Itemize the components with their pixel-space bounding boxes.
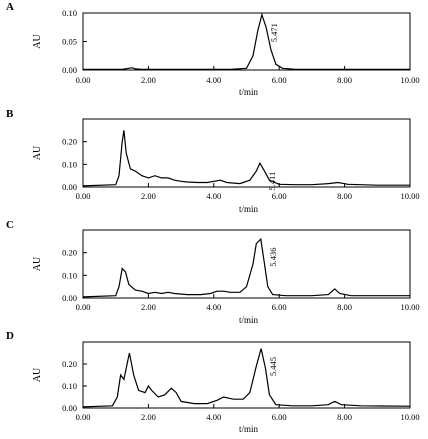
- x-tick-label: 0.00: [76, 412, 91, 422]
- y-tick-label: 0.00: [62, 403, 77, 413]
- x-tick-label: 10.00: [400, 75, 419, 85]
- x-tick-label: 10.00: [400, 302, 419, 312]
- chromatogram-trace: [82, 348, 411, 408]
- y-tick-label: 0.10: [62, 270, 77, 280]
- y-axis-label: AU: [32, 367, 43, 382]
- x-tick-label: 10.00: [400, 191, 419, 201]
- y-tick-label: 0.05: [62, 37, 77, 47]
- y-tick-label: 0.20: [62, 137, 77, 147]
- y-tick-label: 0.10: [62, 381, 77, 391]
- x-tick-label: 8.00: [337, 302, 352, 312]
- y-tick-label: 0.20: [62, 248, 77, 258]
- x-axis-label: t/min: [239, 204, 259, 214]
- x-tick-label: 2.00: [141, 412, 156, 422]
- x-tick-label: 4.00: [206, 191, 221, 201]
- x-tick-label: 2.00: [141, 302, 156, 312]
- panel-label: D: [6, 330, 14, 342]
- x-tick-label: 8.00: [337, 75, 352, 85]
- plot-frame: [82, 341, 411, 409]
- plot-frame: [82, 229, 411, 299]
- x-tick-label: 0.00: [76, 75, 91, 85]
- plot-frame: [82, 118, 411, 188]
- x-tick-label: 4.00: [206, 75, 221, 85]
- x-tick-label: 6.00: [272, 302, 287, 312]
- plot-frame: [82, 12, 411, 71]
- panel-label: A: [6, 1, 14, 13]
- y-tick-label: 0.00: [62, 182, 77, 192]
- peak-retention-label: 5.411: [267, 172, 277, 191]
- peak-retention-label: 5.436: [268, 248, 278, 267]
- x-tick-label: 0.00: [76, 191, 91, 201]
- peak-retention-label: 5.445: [268, 357, 278, 376]
- x-tick-label: 2.00: [141, 191, 156, 201]
- y-tick-label: 0.20: [62, 359, 77, 369]
- x-tick-label: 4.00: [206, 302, 221, 312]
- x-tick-label: 10.00: [400, 412, 419, 422]
- chromatogram-trace: [83, 12, 410, 70]
- y-axis-label: AU: [32, 256, 43, 271]
- y-axis-label: AU: [32, 34, 43, 49]
- x-tick-label: 0.00: [76, 302, 91, 312]
- chromatogram-trace: [82, 237, 410, 298]
- panel-label: B: [6, 108, 14, 120]
- y-tick-label: 0.00: [62, 65, 77, 75]
- panel-label: C: [6, 219, 14, 231]
- x-tick-label: 2.00: [141, 75, 156, 85]
- chromatogram-trace: [82, 130, 410, 187]
- x-tick-label: 4.00: [206, 412, 221, 422]
- x-axis-label: t/min: [239, 87, 259, 97]
- x-tick-label: 8.00: [337, 191, 352, 201]
- x-tick-label: 6.00: [272, 191, 287, 201]
- x-tick-label: 6.00: [272, 412, 287, 422]
- x-tick-label: 6.00: [272, 75, 287, 85]
- x-axis-label: t/min: [239, 315, 259, 325]
- y-tick-label: 0.10: [62, 8, 77, 18]
- y-tick-label: 0.10: [62, 159, 77, 169]
- x-axis-label: t/min: [239, 424, 259, 434]
- peak-retention-label: 5.471: [269, 23, 279, 42]
- y-tick-label: 0.00: [62, 293, 77, 303]
- x-tick-label: 8.00: [337, 412, 352, 422]
- y-axis-label: AU: [32, 145, 43, 160]
